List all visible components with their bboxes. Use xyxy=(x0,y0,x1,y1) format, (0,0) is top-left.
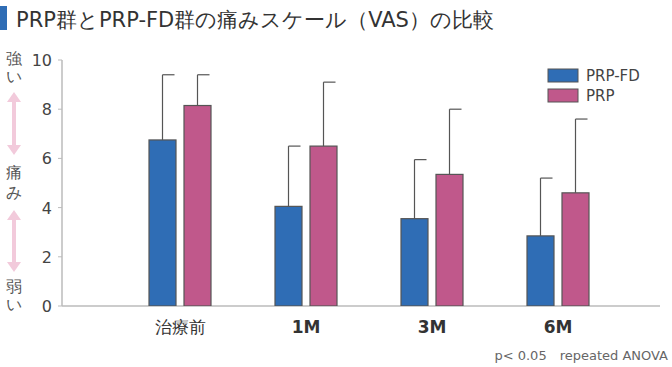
y-label-char: み xyxy=(6,183,22,202)
arrow-head xyxy=(7,145,21,155)
annotation-char: 弱 xyxy=(6,277,22,296)
bars xyxy=(149,75,589,306)
y-tick-label: 4 xyxy=(42,199,52,218)
error-cap xyxy=(541,177,553,178)
error-bar xyxy=(324,82,336,146)
y-tick-label: 0 xyxy=(42,297,52,316)
arrow-head xyxy=(7,262,21,272)
footnote: p< 0.05 repeated ANOVA xyxy=(494,348,668,363)
annotation: 弱い xyxy=(6,277,22,314)
arrow xyxy=(12,100,16,147)
y-axis xyxy=(61,60,63,306)
annotation-char: 強 xyxy=(6,49,22,68)
legend-label: PRP-FD xyxy=(586,67,640,85)
arrow-head xyxy=(7,92,21,102)
bar xyxy=(184,106,211,306)
y-label-char: 痛 xyxy=(6,163,22,182)
legend-swatch xyxy=(548,89,578,102)
y-tick-label: 8 xyxy=(42,100,52,119)
y-tick-label: 2 xyxy=(42,248,52,267)
error-bar xyxy=(163,75,175,140)
error-bar xyxy=(415,160,427,219)
annotation-char: い xyxy=(6,295,22,314)
x-tick-label: 3M xyxy=(418,317,447,337)
annotation: 強い xyxy=(6,49,22,86)
error-line xyxy=(323,82,324,146)
y-tick-label: 6 xyxy=(42,149,52,168)
error-line xyxy=(414,160,415,219)
error-cap xyxy=(289,146,301,147)
x-tick-label: 6M xyxy=(544,317,573,337)
error-bar xyxy=(576,119,588,193)
arrow xyxy=(12,218,16,264)
bar xyxy=(149,140,176,306)
arrow-head xyxy=(7,210,21,220)
y-tick-label: 10 xyxy=(32,51,52,70)
error-bar xyxy=(198,75,210,106)
bar xyxy=(527,236,554,306)
error-cap xyxy=(450,109,462,110)
annotation-char: い xyxy=(6,67,22,86)
x-tick-label: 1M xyxy=(292,317,321,337)
title: PRP群とPRP-FD群の痛みスケール（VAS）の比較 xyxy=(16,8,494,32)
bar xyxy=(562,193,589,306)
bar xyxy=(436,174,463,306)
error-line xyxy=(449,109,450,174)
title-marker xyxy=(0,6,7,30)
x-tick-label: 治療前 xyxy=(155,317,206,337)
error-line xyxy=(197,75,198,106)
legend-swatch xyxy=(548,69,578,82)
bar xyxy=(275,206,302,306)
error-line xyxy=(288,146,289,206)
error-cap xyxy=(163,74,175,75)
error-line xyxy=(162,75,163,140)
error-line xyxy=(540,178,541,236)
legend-label: PRP xyxy=(586,87,615,105)
bar xyxy=(401,219,428,306)
error-cap xyxy=(324,82,336,83)
error-cap xyxy=(415,159,427,160)
error-cap xyxy=(198,74,210,75)
error-bar xyxy=(289,146,301,206)
error-cap xyxy=(576,118,588,119)
bar xyxy=(310,146,337,306)
error-line xyxy=(575,119,576,193)
error-bar xyxy=(541,178,553,236)
y-label: 痛み xyxy=(6,163,22,202)
chart: PRP群とPRP-FD群の痛みスケール（VAS）の比較0246810強い痛み弱い… xyxy=(0,0,672,367)
error-bar xyxy=(450,109,462,174)
